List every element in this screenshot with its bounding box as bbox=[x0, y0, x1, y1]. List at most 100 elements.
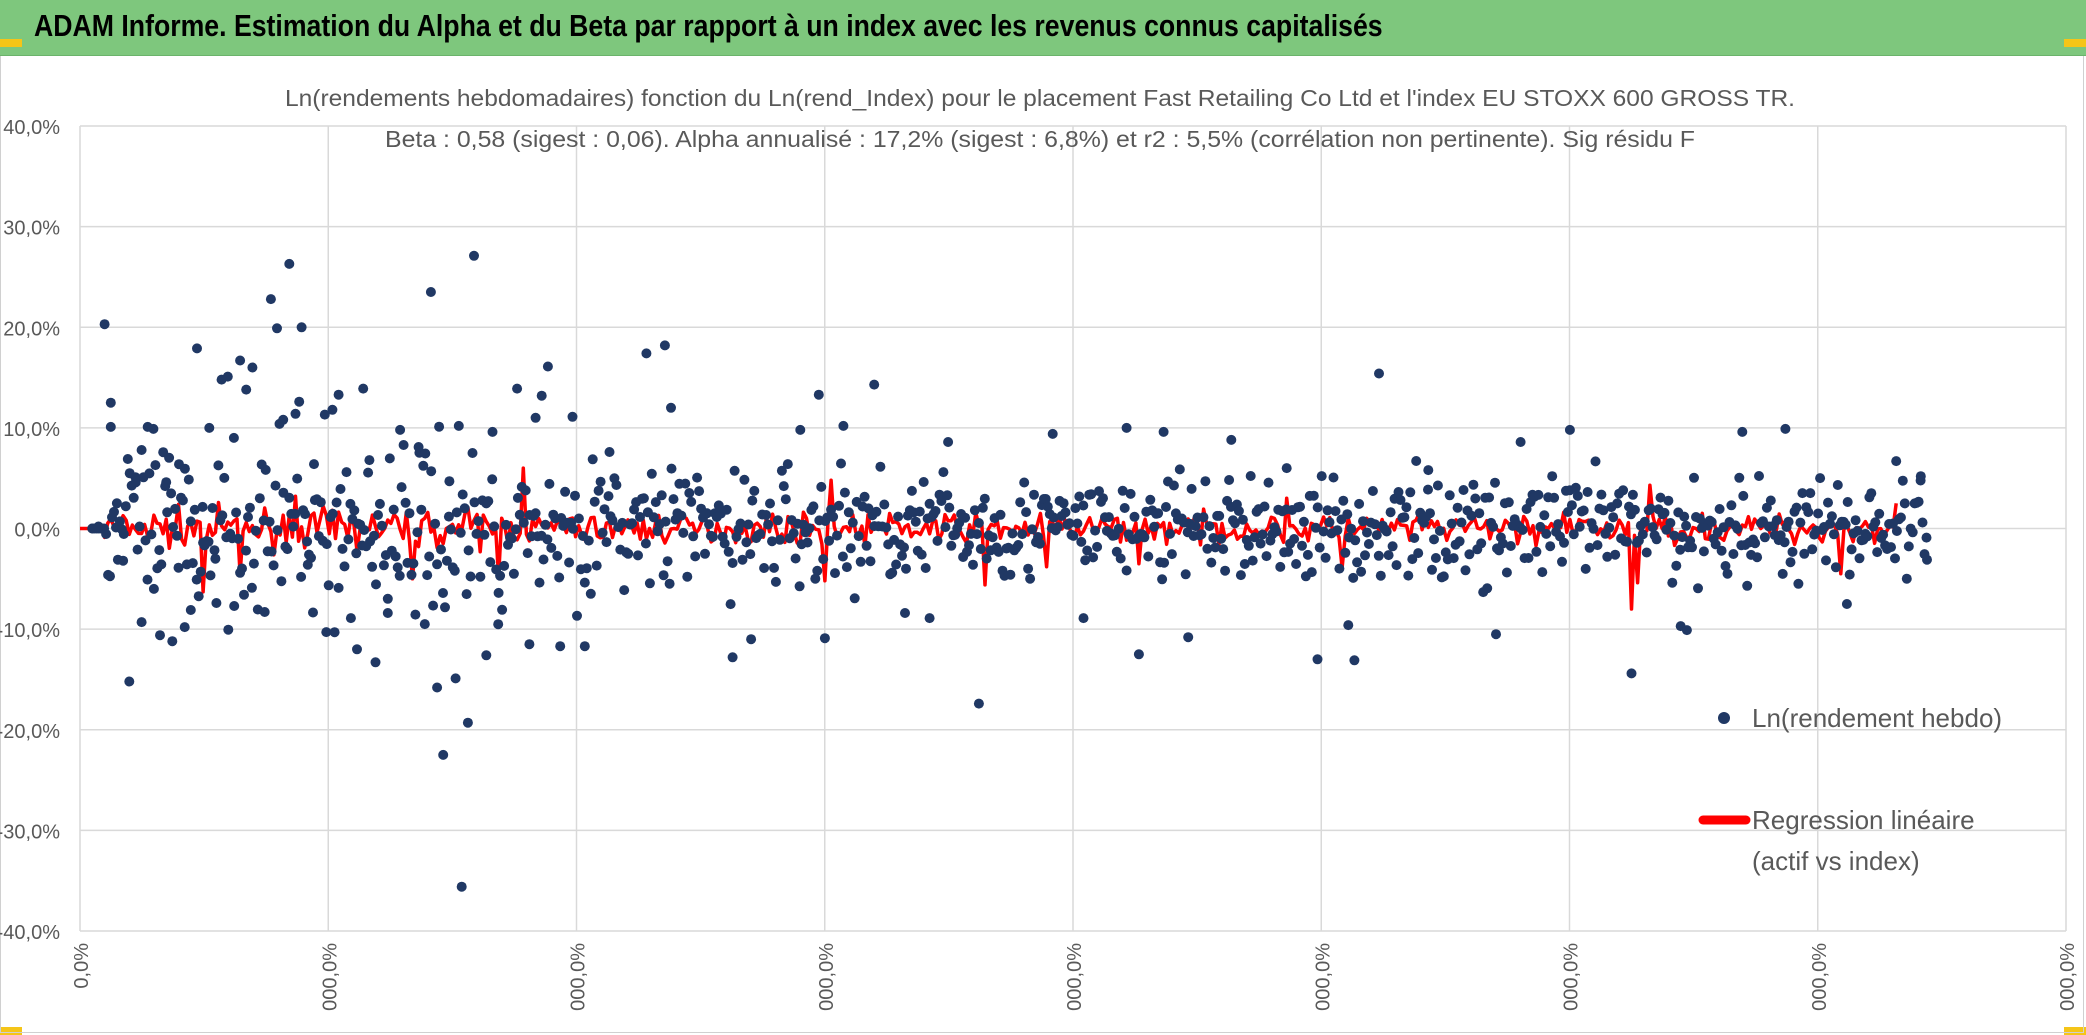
scatter-point bbox=[1263, 477, 1274, 488]
scatter-point bbox=[296, 322, 307, 333]
chart-title: Ln(rendements hebdomadaires) fonction du… bbox=[285, 85, 1795, 111]
scatter-point bbox=[1129, 511, 1140, 522]
scatter-point bbox=[229, 601, 240, 611]
scatter-point bbox=[371, 579, 381, 590]
scatter-point bbox=[136, 445, 147, 455]
scatter-point bbox=[270, 480, 281, 491]
scatter-point bbox=[899, 542, 909, 553]
scatter-point bbox=[1647, 522, 1658, 533]
scatter-point bbox=[900, 608, 910, 618]
scatter-point bbox=[451, 507, 462, 518]
scatter-point bbox=[804, 523, 815, 534]
scatter-point bbox=[168, 522, 179, 532]
scatter-point bbox=[1369, 519, 1380, 530]
scatter-point bbox=[1874, 508, 1885, 519]
scatter-point bbox=[943, 437, 954, 447]
scatter-point bbox=[288, 521, 299, 532]
scatter-point bbox=[849, 593, 860, 604]
scatter-point bbox=[1531, 546, 1542, 557]
corner-marker-bottom-right bbox=[2064, 1027, 2086, 1035]
scatter-point bbox=[1501, 567, 1512, 578]
scatter-point bbox=[1438, 571, 1449, 582]
scatter-point bbox=[462, 717, 473, 728]
scatter-point bbox=[321, 539, 332, 550]
scatter-point bbox=[1901, 573, 1912, 584]
scatter-point bbox=[1584, 542, 1595, 553]
scatter-point bbox=[987, 532, 998, 543]
scatter-point bbox=[891, 559, 902, 570]
scatter-point bbox=[1393, 487, 1404, 497]
legend-scatter-marker bbox=[1718, 712, 1730, 724]
scatter-point bbox=[501, 519, 511, 530]
scatter-point bbox=[1413, 548, 1424, 559]
scatter-point bbox=[901, 563, 911, 574]
scatter-point bbox=[704, 519, 714, 530]
scatter-point bbox=[573, 513, 584, 524]
scatter-point bbox=[725, 599, 736, 610]
scatter-point bbox=[1515, 437, 1526, 447]
x-tick-label: 000,0% bbox=[1561, 943, 1583, 1011]
scatter-point bbox=[207, 503, 218, 513]
scatter-point bbox=[774, 534, 785, 545]
scatter-point bbox=[426, 466, 437, 477]
scatter-point bbox=[122, 454, 133, 464]
scatter-point bbox=[830, 568, 840, 579]
scatter-point bbox=[1411, 456, 1422, 466]
scatter-point bbox=[1490, 477, 1500, 488]
scatter-point bbox=[493, 587, 504, 598]
scatter-point bbox=[1771, 515, 1782, 526]
scatter-point bbox=[1870, 517, 1881, 528]
scatter-point bbox=[1076, 536, 1087, 547]
scatter-point bbox=[1391, 560, 1402, 571]
scatter-point bbox=[164, 452, 175, 463]
scatter-point bbox=[364, 455, 375, 466]
scatter-point bbox=[1687, 542, 1697, 553]
scatter-point bbox=[778, 481, 789, 492]
scatter-point bbox=[1218, 544, 1229, 555]
scatter-point bbox=[508, 568, 519, 579]
chart-subtitle: Beta : 0,58 (sigest : 0,06). Alpha annua… bbox=[385, 126, 1695, 152]
scatter-point bbox=[668, 494, 679, 505]
scatter-point bbox=[161, 477, 172, 488]
scatter-point bbox=[834, 500, 844, 511]
scatter-point bbox=[1598, 505, 1609, 516]
scatter-point bbox=[780, 494, 791, 505]
scatter-point bbox=[981, 553, 992, 564]
scatter-point bbox=[1121, 565, 1132, 576]
scatter-point bbox=[1202, 543, 1213, 554]
scatter-point bbox=[1706, 517, 1717, 527]
scatter-point bbox=[666, 463, 677, 474]
scatter-point bbox=[536, 390, 547, 401]
scatter-point bbox=[1452, 502, 1463, 513]
scatter-point bbox=[514, 509, 525, 520]
scatter-point bbox=[1346, 523, 1357, 534]
scatter-point bbox=[1456, 517, 1467, 528]
scatter-point bbox=[845, 543, 856, 554]
scatter-point bbox=[1627, 489, 1638, 500]
scatter-point bbox=[351, 548, 362, 559]
scatter-point bbox=[1064, 518, 1075, 529]
scatter-point bbox=[185, 605, 196, 615]
scatter-point bbox=[1780, 423, 1791, 434]
scatter-point bbox=[587, 454, 598, 465]
scatter-point bbox=[1047, 428, 1058, 439]
scatter-point bbox=[197, 501, 208, 512]
scatter-point bbox=[111, 498, 122, 509]
scatter-point bbox=[1759, 532, 1770, 543]
scatter-point bbox=[940, 522, 951, 533]
scatter-point bbox=[1068, 530, 1079, 541]
scatter-point bbox=[1917, 517, 1928, 528]
scatter-point bbox=[641, 348, 652, 359]
scatter-point bbox=[177, 495, 188, 506]
scatter-point bbox=[995, 509, 1006, 520]
scatter-point bbox=[241, 384, 252, 395]
scatter-point bbox=[1541, 528, 1552, 539]
scatter-point bbox=[841, 562, 852, 573]
scatter-point bbox=[192, 343, 202, 354]
scatter-point bbox=[916, 549, 927, 560]
scatter-point bbox=[1328, 472, 1339, 483]
scatter-point bbox=[1362, 527, 1372, 538]
scatter-point bbox=[1890, 553, 1900, 564]
scatter-point bbox=[836, 458, 846, 469]
scatter-point bbox=[1659, 507, 1670, 518]
